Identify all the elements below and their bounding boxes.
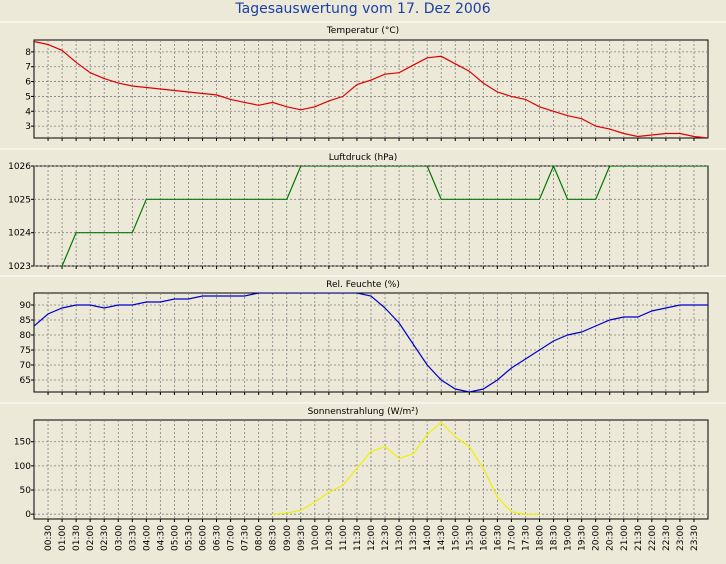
x-tick-label: 14:30 bbox=[437, 525, 447, 551]
y-tick-label: 75 bbox=[20, 346, 31, 356]
x-tick-label: 23:30 bbox=[690, 525, 700, 551]
x-tick-label: 17:00 bbox=[507, 525, 517, 551]
x-tick-label: 09:30 bbox=[297, 525, 307, 551]
series-line bbox=[60, 166, 708, 266]
x-tick-label: 15:00 bbox=[451, 525, 461, 551]
chart-panel-3: Rel. Feuchte (%) 65 70 75 80 85 90 bbox=[0, 275, 726, 398]
x-tick-label: 18:30 bbox=[550, 525, 560, 551]
x-tick-label: 08:00 bbox=[255, 525, 265, 551]
x-tick-label: 17:30 bbox=[521, 525, 531, 551]
x-tick-label: 03:00 bbox=[114, 525, 124, 551]
x-tick-label: 21:30 bbox=[634, 525, 644, 551]
x-tick-label: 05:00 bbox=[170, 525, 180, 551]
x-tick-label: 04:00 bbox=[142, 525, 152, 551]
x-tick-label: 11:30 bbox=[353, 525, 363, 551]
y-tick-label: 85 bbox=[20, 316, 31, 326]
chart-panel-1: Temperatur (°C) 3 4 5 6 7 8 bbox=[0, 21, 726, 143]
x-tick-label: 12:00 bbox=[367, 525, 377, 551]
x-tick-label: 11:00 bbox=[339, 525, 349, 551]
x-tick-label: 04:30 bbox=[156, 525, 166, 551]
x-tick-label: 02:30 bbox=[100, 525, 110, 551]
y-tick-label: 1025 bbox=[8, 195, 31, 205]
y-tick-label: 8 bbox=[25, 48, 31, 58]
x-tick-label: 10:30 bbox=[325, 525, 335, 551]
x-tick-label: 08:30 bbox=[269, 525, 279, 551]
panel-title: Sonnenstrahlung (W/m²) bbox=[308, 407, 419, 417]
chart-panel-4: Sonnenstrahlung (W/m²) 0 50 100 150 bbox=[0, 402, 726, 525]
x-tick-label: 02:00 bbox=[86, 525, 96, 551]
x-tick-label: 19:00 bbox=[564, 525, 574, 551]
x-tick-label: 21:00 bbox=[620, 525, 630, 551]
x-tick-label: 07:00 bbox=[227, 525, 237, 551]
x-tick-label: 06:30 bbox=[213, 525, 223, 551]
x-tick-label: 07:30 bbox=[241, 525, 251, 551]
x-tick-label: 00:30 bbox=[44, 525, 54, 551]
y-tick-label: 3 bbox=[25, 122, 31, 132]
x-tick-label: 16:00 bbox=[479, 525, 489, 551]
chart-panel-2: Luftdruck (hPa) 1023 1024 1025 1026 bbox=[0, 148, 726, 272]
x-tick-label: 13:00 bbox=[395, 525, 405, 551]
y-tick-label: 4 bbox=[25, 107, 31, 117]
x-tick-label: 01:30 bbox=[72, 525, 82, 551]
y-tick-label: 150 bbox=[14, 438, 31, 448]
x-tick-label: 16:30 bbox=[493, 525, 503, 551]
x-tick-label: 09:00 bbox=[283, 525, 293, 551]
x-tick-label: 10:00 bbox=[311, 525, 321, 551]
y-tick-label: 80 bbox=[20, 331, 32, 341]
y-tick-label: 70 bbox=[20, 361, 32, 371]
y-tick-label: 7 bbox=[25, 63, 31, 73]
x-tick-label: 05:30 bbox=[184, 525, 194, 551]
y-tick-label: 1024 bbox=[8, 229, 31, 239]
x-tick-label: 13:30 bbox=[409, 525, 419, 551]
x-tick-label: 14:00 bbox=[423, 525, 433, 551]
x-tick-label: 12:30 bbox=[381, 525, 391, 551]
x-tick-label: 15:30 bbox=[465, 525, 475, 551]
panel-title: Rel. Feuchte (%) bbox=[326, 280, 400, 290]
x-tick-label: 03:30 bbox=[128, 525, 138, 551]
x-tick-label: 19:30 bbox=[578, 525, 588, 551]
y-tick-label: 6 bbox=[25, 78, 31, 88]
series-line bbox=[272, 421, 540, 515]
panel-title: Temperatur (°C) bbox=[326, 26, 399, 36]
x-tick-label: 23:00 bbox=[676, 525, 686, 551]
x-tick-label: 18:00 bbox=[536, 525, 546, 551]
y-tick-label: 50 bbox=[20, 486, 32, 496]
y-tick-label: 5 bbox=[25, 92, 31, 102]
page-title: Tagesauswertung vom 17. Dez 2006 bbox=[235, 1, 491, 17]
y-tick-label: 100 bbox=[14, 462, 31, 472]
y-tick-label: 90 bbox=[20, 301, 32, 311]
panel-title: Luftdruck (hPa) bbox=[329, 153, 398, 163]
x-tick-label: 22:30 bbox=[662, 525, 672, 551]
y-tick-label: 1023 bbox=[8, 262, 31, 272]
x-tick-label: 22:00 bbox=[648, 525, 658, 551]
y-tick-label: 65 bbox=[20, 376, 31, 386]
x-tick-label: 20:30 bbox=[606, 525, 616, 551]
y-tick-label: 0 bbox=[25, 510, 31, 520]
y-tick-label: 1026 bbox=[8, 162, 31, 172]
x-tick-label: 20:00 bbox=[592, 525, 602, 551]
x-tick-label: 06:00 bbox=[199, 525, 209, 551]
x-tick-label: 01:00 bbox=[58, 525, 68, 551]
